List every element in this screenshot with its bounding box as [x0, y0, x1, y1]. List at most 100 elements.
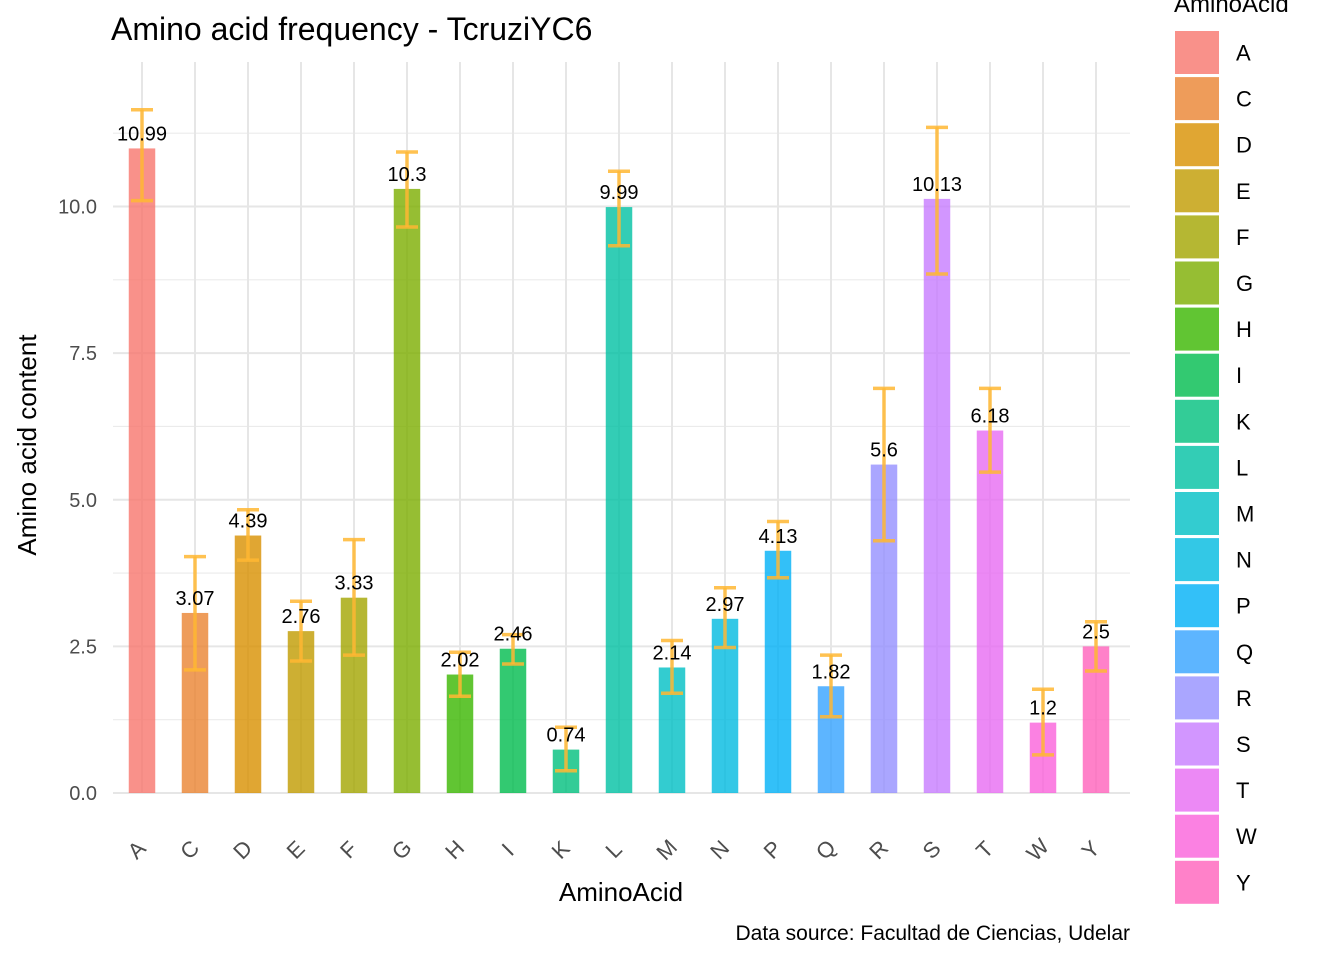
legend-label: E: [1236, 179, 1251, 204]
legend-swatch: [1175, 538, 1219, 582]
error-bar-C: [184, 554, 206, 672]
legend-item-Q: Q: [1175, 630, 1253, 674]
x-tick-label-P: P: [759, 836, 787, 864]
data-label-K: 0.74: [547, 725, 586, 747]
error-bar-I: [502, 632, 524, 666]
legend-item-C: C: [1175, 77, 1252, 121]
error-bar-N: [714, 585, 736, 650]
legend-swatch: [1175, 261, 1219, 305]
data-label-Y: 2.5: [1082, 621, 1110, 643]
x-tick-label-Q: Q: [811, 835, 841, 865]
x-tick-label-M: M: [651, 834, 682, 865]
data-label-A: 10.99: [117, 123, 167, 145]
legend-label: L: [1236, 455, 1248, 480]
error-bar-W: [1032, 687, 1054, 757]
bar-I: [499, 648, 527, 793]
error-bar-L: [608, 169, 630, 248]
chart-caption: Data source: Facultad de Ciencias, Udela…: [735, 922, 1130, 945]
data-label-E: 2.76: [282, 606, 321, 628]
legend-label: T: [1236, 778, 1249, 803]
legend-item-H: H: [1175, 307, 1252, 351]
data-label-G: 10.3: [388, 164, 427, 186]
error-bar-S: [926, 125, 948, 276]
legend-label: W: [1236, 824, 1257, 849]
legend-swatch: [1175, 215, 1219, 259]
legend-swatch: [1175, 353, 1219, 397]
legend-item-D: D: [1175, 123, 1252, 167]
bar-G: [393, 188, 421, 793]
y-axis-title: Amino acid content: [12, 334, 42, 556]
legend-item-N: N: [1175, 538, 1252, 582]
data-label-I: 2.46: [494, 624, 533, 646]
legend-label: I: [1236, 363, 1242, 388]
error-bar-E: [290, 599, 312, 663]
legend-label: Q: [1236, 640, 1253, 665]
x-tick-label-F: F: [335, 836, 362, 863]
y-tick-label: 5.0: [69, 490, 97, 512]
legend-swatch: [1175, 492, 1219, 535]
x-tick-label-T: T: [971, 836, 998, 863]
x-tick-label-Y: Y: [1077, 835, 1105, 863]
legend-item-A: A: [1175, 31, 1251, 74]
legend-label: R: [1236, 686, 1252, 711]
x-tick-label-W: W: [1022, 833, 1055, 866]
x-tick-label-I: I: [497, 839, 519, 861]
x-tick-label-R: R: [864, 835, 893, 864]
legend-item-I: I: [1175, 353, 1242, 397]
error-bar-M: [661, 638, 683, 696]
chart-title: Amino acid frequency - TcruziYC6: [111, 11, 592, 47]
data-label-W: 1.2: [1029, 698, 1057, 720]
data-label-N: 2.97: [706, 594, 745, 616]
error-bar-H: [449, 650, 471, 698]
data-label-T: 6.18: [971, 406, 1010, 428]
x-tick-label-N: N: [705, 835, 734, 864]
legend-item-G: G: [1175, 261, 1253, 305]
x-tick-label-K: K: [547, 835, 575, 863]
y-axis-tick-labels: 0.0 2.5 5.0 7.5 10.0: [58, 197, 97, 806]
legend-label: S: [1236, 732, 1251, 757]
error-bar-T: [979, 386, 1001, 474]
data-label-F: 3.33: [335, 573, 374, 595]
error-bar-K: [555, 725, 577, 773]
legend-item-W: W: [1175, 814, 1257, 858]
error-bar-Y: [1085, 619, 1107, 673]
bar-T: [976, 430, 1004, 793]
legend-label: N: [1236, 548, 1252, 573]
legend-item-K: K: [1175, 399, 1251, 443]
legend-swatch: [1175, 445, 1219, 489]
legend-item-T: T: [1175, 768, 1249, 812]
legend-swatch: [1175, 307, 1219, 351]
data-label-Q: 1.82: [812, 661, 851, 683]
legend-swatch: [1175, 77, 1219, 121]
x-axis-title: AminoAcid: [559, 877, 683, 907]
legend-item-E: E: [1175, 169, 1251, 213]
legend-item-L: L: [1175, 445, 1248, 489]
data-label-M: 2.14: [653, 642, 692, 664]
legend-swatch: [1175, 676, 1219, 720]
error-bar-R: [873, 386, 895, 543]
error-bar-D: [237, 507, 259, 562]
data-label-R: 5.6: [870, 440, 898, 462]
bar-D: [234, 535, 262, 793]
legend-label: K: [1236, 409, 1251, 434]
data-label-H: 2.02: [441, 650, 480, 672]
legend-label: F: [1236, 225, 1249, 250]
bar-A: [128, 148, 156, 793]
legend-label: H: [1236, 317, 1252, 342]
error-bar-Q: [820, 653, 842, 719]
legend-swatch: [1175, 630, 1219, 674]
legend-swatch: [1175, 860, 1219, 904]
data-label-P: 4.13: [759, 526, 798, 548]
legend-item-M: M: [1175, 492, 1254, 535]
legend-label: C: [1236, 87, 1252, 112]
x-tick-label-S: S: [918, 836, 946, 864]
legend-title: AminoAcid: [1174, 0, 1289, 18]
x-tick-label-E: E: [282, 836, 310, 864]
legend-label: Y: [1236, 870, 1251, 895]
data-label-D: 4.39: [229, 511, 268, 533]
legend-item-S: S: [1175, 722, 1251, 766]
legend-item-Y: Y: [1175, 860, 1251, 904]
